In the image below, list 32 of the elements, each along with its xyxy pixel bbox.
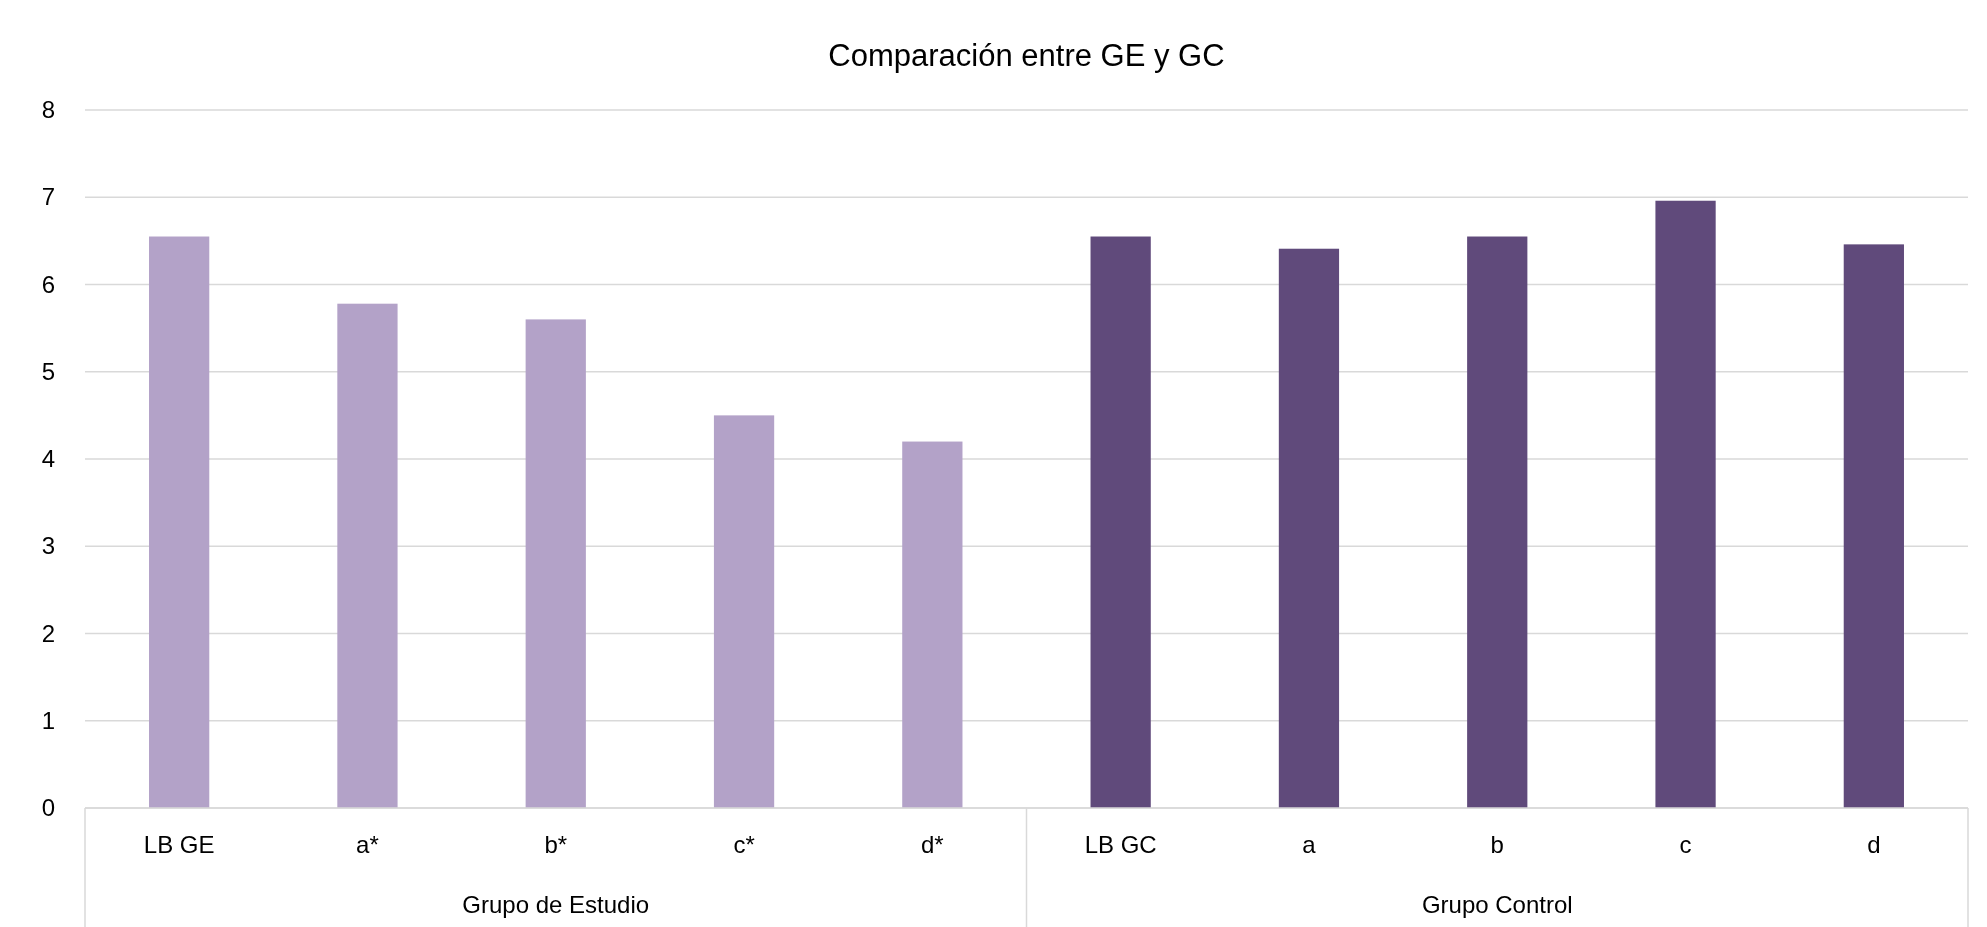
bar (525, 319, 586, 808)
y-tick-label: 2 (41, 619, 55, 647)
x-tick-label: b (1490, 831, 1504, 858)
bar (713, 415, 775, 808)
text: Grupo de Estudio (462, 891, 650, 918)
chart-title: Comparación entre GE y GC (828, 38, 1225, 73)
x-tick-label: a* (356, 831, 379, 858)
y-tick-label: 0 (41, 794, 55, 822)
y-tick-label: 5 (41, 357, 55, 385)
bar (1655, 200, 1716, 808)
x-tick-label: c (1679, 831, 1692, 858)
bar (1278, 248, 1340, 808)
x-tick-label: LB GC (1084, 831, 1157, 858)
y-tick-label: 3 (41, 532, 55, 560)
y-tick-label: 6 (41, 270, 55, 298)
x-tick-label: a (1302, 831, 1317, 858)
y-tick-label: 7 (41, 183, 55, 211)
bar (1090, 236, 1151, 808)
bar (902, 441, 963, 808)
bar (1467, 236, 1528, 808)
bar (149, 236, 210, 808)
bar (337, 303, 398, 808)
x-tick-label: LB GE (143, 831, 215, 858)
x-tick-label: d* (921, 831, 944, 858)
x-tick-label: c* (733, 831, 755, 858)
text: Grupo Control (1421, 891, 1573, 918)
x-tick-label: b* (544, 831, 568, 858)
y-tick-label: 1 (41, 706, 55, 734)
y-tick-label: 8 (41, 96, 55, 124)
y-tick-label: 4 (41, 445, 55, 473)
x-tick-label: d (1867, 831, 1881, 858)
bar (1843, 244, 1904, 808)
